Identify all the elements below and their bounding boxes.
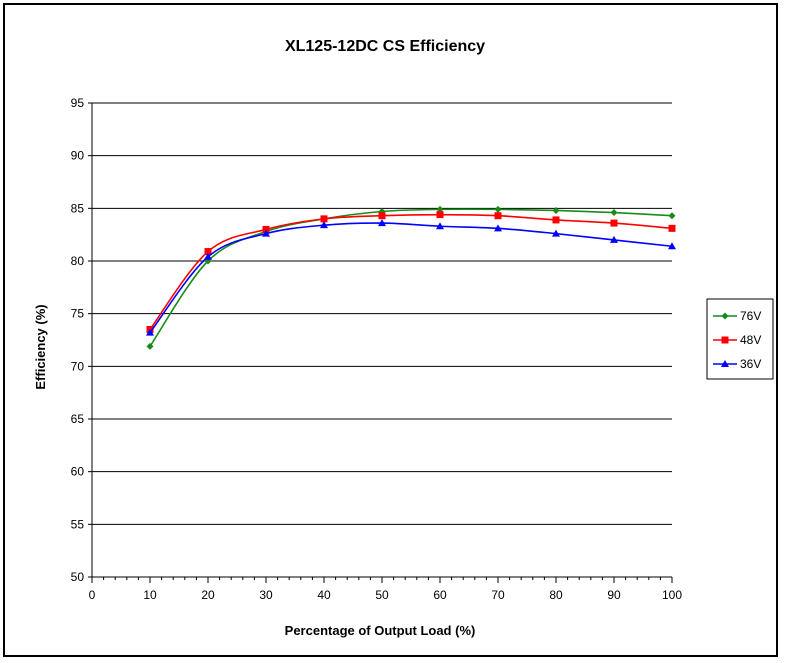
data-point-48v bbox=[668, 224, 676, 232]
legend-label-76v: 76V bbox=[740, 309, 761, 323]
data-point-36v bbox=[610, 235, 618, 243]
series-line-76v bbox=[149, 208, 673, 347]
data-point-36v bbox=[378, 219, 386, 227]
data-point-48v bbox=[494, 212, 502, 220]
y-tick-label: 70 bbox=[71, 359, 85, 373]
x-tick-label: 50 bbox=[375, 588, 389, 602]
legend-marker-48v bbox=[721, 336, 729, 344]
x-tick-label: 70 bbox=[491, 588, 505, 602]
data-point-36v bbox=[668, 242, 676, 250]
y-tick-label: 50 bbox=[71, 570, 85, 584]
legend-marker-76v bbox=[721, 312, 729, 320]
grid-layer bbox=[92, 102, 672, 578]
x-tick-label: 0 bbox=[89, 588, 96, 602]
data-point-36v bbox=[204, 252, 212, 260]
y-tick-label: 65 bbox=[71, 412, 85, 426]
data-point-36v bbox=[146, 328, 154, 336]
y-tick-label: 85 bbox=[71, 201, 85, 215]
y-tick-label: 75 bbox=[71, 307, 85, 321]
x-tick-label: 60 bbox=[433, 588, 447, 602]
x-tick-label: 100 bbox=[662, 588, 682, 602]
data-point-48v bbox=[204, 248, 212, 256]
legend-label-36v: 36V bbox=[740, 357, 761, 371]
axis-layer: 50 55 60 65 70 75 80 85 90 95 0 10 20 30 40 50 60 70 80 90 1… bbox=[71, 96, 683, 602]
y-axis-title: Efficiency (%) bbox=[33, 304, 48, 389]
x-tick-label: 10 bbox=[143, 588, 157, 602]
x-tick-label: 20 bbox=[201, 588, 215, 602]
x-tick-label: 30 bbox=[259, 588, 273, 602]
data-point-76v bbox=[610, 209, 618, 217]
data-point-76v bbox=[552, 206, 560, 214]
y-tick-label: 55 bbox=[71, 517, 85, 531]
data-point-36v bbox=[320, 221, 328, 229]
x-tick-label: 80 bbox=[549, 588, 563, 602]
legend: 76V 48V 36V bbox=[706, 298, 774, 380]
y-tick-label: 80 bbox=[71, 254, 85, 268]
data-point-76v bbox=[668, 212, 676, 220]
chart-frame: XL125-12DC CS Efficiency 50 55 60 65 70 75 80 8… bbox=[3, 3, 778, 657]
chart-title: XL125-12DC CS Efficiency bbox=[285, 38, 485, 55]
data-point-76v bbox=[436, 205, 444, 213]
data-point-36v bbox=[552, 229, 560, 237]
data-point-48v bbox=[378, 212, 386, 220]
data-point-36v bbox=[262, 229, 270, 237]
data-point-48v bbox=[552, 216, 560, 224]
legend-label-48v: 48V bbox=[740, 333, 761, 347]
data-point-76v bbox=[146, 342, 154, 350]
y-tick-label: 60 bbox=[71, 465, 85, 479]
data-point-76v bbox=[494, 205, 502, 213]
x-tick-label: 40 bbox=[317, 588, 331, 602]
x-axis-title: Percentage of Output Load (%) bbox=[285, 623, 476, 638]
series-layer bbox=[146, 205, 676, 350]
series-line-48v bbox=[149, 213, 673, 330]
data-point-48v bbox=[610, 219, 618, 227]
data-point-48v bbox=[262, 225, 270, 233]
legend-box bbox=[706, 298, 774, 380]
chart-svg: XL125-12DC CS Efficiency 50 55 60 65 70 75 80 8… bbox=[33, 38, 774, 638]
y-tick-label: 90 bbox=[71, 149, 85, 163]
series-line-36v bbox=[149, 222, 673, 334]
data-point-48v bbox=[436, 211, 444, 219]
data-point-36v bbox=[436, 222, 444, 230]
data-point-36v bbox=[494, 224, 502, 232]
data-point-48v bbox=[320, 215, 328, 223]
y-tick-label: 95 bbox=[71, 96, 85, 110]
legend-marker-36v bbox=[721, 360, 729, 367]
x-tick-label: 90 bbox=[607, 588, 621, 602]
